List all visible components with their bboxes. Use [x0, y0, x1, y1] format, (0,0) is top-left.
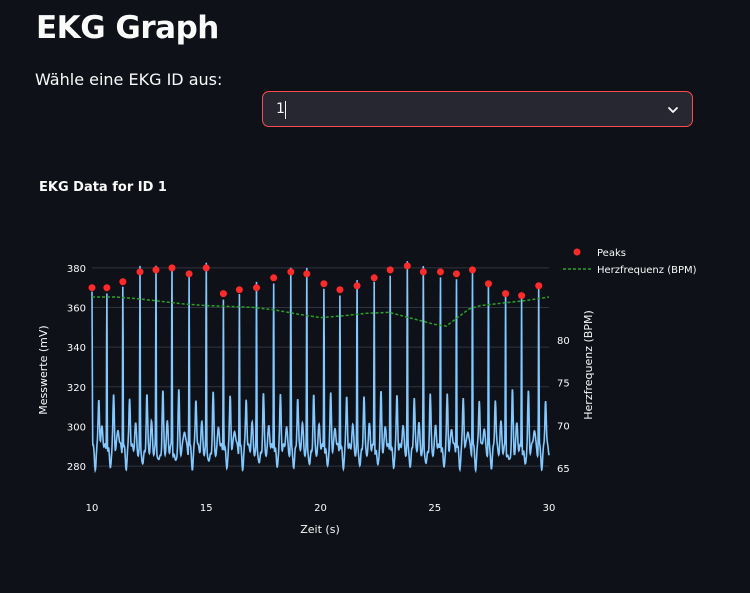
y2-tick-label: 65	[557, 464, 570, 475]
y-tick-label: 360	[67, 304, 86, 315]
y2-tick-label: 75	[557, 379, 570, 390]
peak-point	[535, 282, 543, 290]
peak-point	[219, 290, 227, 298]
legend-peaks-marker	[573, 248, 581, 256]
y-tick-label: 380	[67, 264, 86, 275]
y2-axis-label: Herzfrequenz (BPM)	[582, 310, 595, 419]
ekg-chart-svg: EKG Data for ID 1 10 15 20 25 30 280 300 320 34…	[37, 180, 697, 536]
peak-point	[484, 280, 492, 288]
peak-point	[320, 280, 328, 288]
legend-bpm-label: Herzfrequenz (BPM)	[597, 265, 697, 276]
peak-point	[468, 266, 476, 274]
peak-point	[419, 268, 427, 276]
peak-point	[88, 284, 96, 292]
chart-title: EKG Data for ID 1	[39, 180, 167, 195]
peak-point	[103, 284, 111, 292]
peak-point	[370, 274, 378, 282]
peak-point	[136, 268, 144, 276]
y-tick-label: 280	[67, 462, 86, 473]
y-tick-label: 300	[67, 422, 86, 433]
y-tick-label: 320	[67, 383, 86, 394]
x-tick-label: 10	[86, 503, 99, 514]
page-title: EKG Graph	[36, 10, 219, 46]
x-tick-label: 25	[428, 503, 441, 514]
peak-point	[152, 266, 160, 274]
peak-point	[336, 286, 344, 294]
peak-point	[502, 290, 510, 298]
text-cursor	[285, 101, 286, 119]
peak-point	[436, 268, 444, 276]
peak-point	[353, 282, 361, 290]
chevron-down-icon[interactable]	[666, 103, 680, 117]
ekg-chart: EKG Data for ID 1 10 15 20 25 30 280 300 320 34…	[0, 160, 750, 560]
peak-point	[303, 270, 311, 278]
legend: Peaks Herzfrequenz (BPM)	[563, 248, 697, 276]
peak-point	[253, 284, 261, 292]
ekg-id-select-label: Wähle eine EKG ID aus:	[35, 70, 223, 89]
y-axis-label: Messwerte (mV)	[37, 325, 50, 414]
x-tick-label: 15	[200, 503, 213, 514]
peak-point	[518, 292, 526, 300]
peak-point	[185, 270, 193, 278]
x-tick-label: 30	[543, 503, 556, 514]
peak-point	[168, 264, 176, 272]
peak-point	[287, 268, 295, 276]
peak-point	[235, 286, 243, 294]
peak-point	[452, 270, 460, 278]
y-tick-label: 340	[67, 343, 86, 354]
peak-point	[270, 274, 278, 282]
peak-point	[119, 278, 127, 286]
peak-point	[386, 266, 394, 274]
ekg-series-line	[91, 261, 550, 474]
peak-point	[202, 264, 210, 272]
peak-point	[403, 262, 411, 270]
legend-peaks-label: Peaks	[597, 248, 626, 259]
y2-tick-label: 80	[557, 336, 570, 347]
y2-tick-label: 70	[557, 421, 570, 432]
ekg-id-select[interactable]: 1	[262, 91, 693, 127]
x-tick-label: 20	[314, 503, 327, 514]
x-axis-label: Zeit (s)	[300, 523, 339, 536]
bpm-series-line	[92, 296, 550, 327]
ekg-id-select-value: 1	[276, 101, 285, 117]
